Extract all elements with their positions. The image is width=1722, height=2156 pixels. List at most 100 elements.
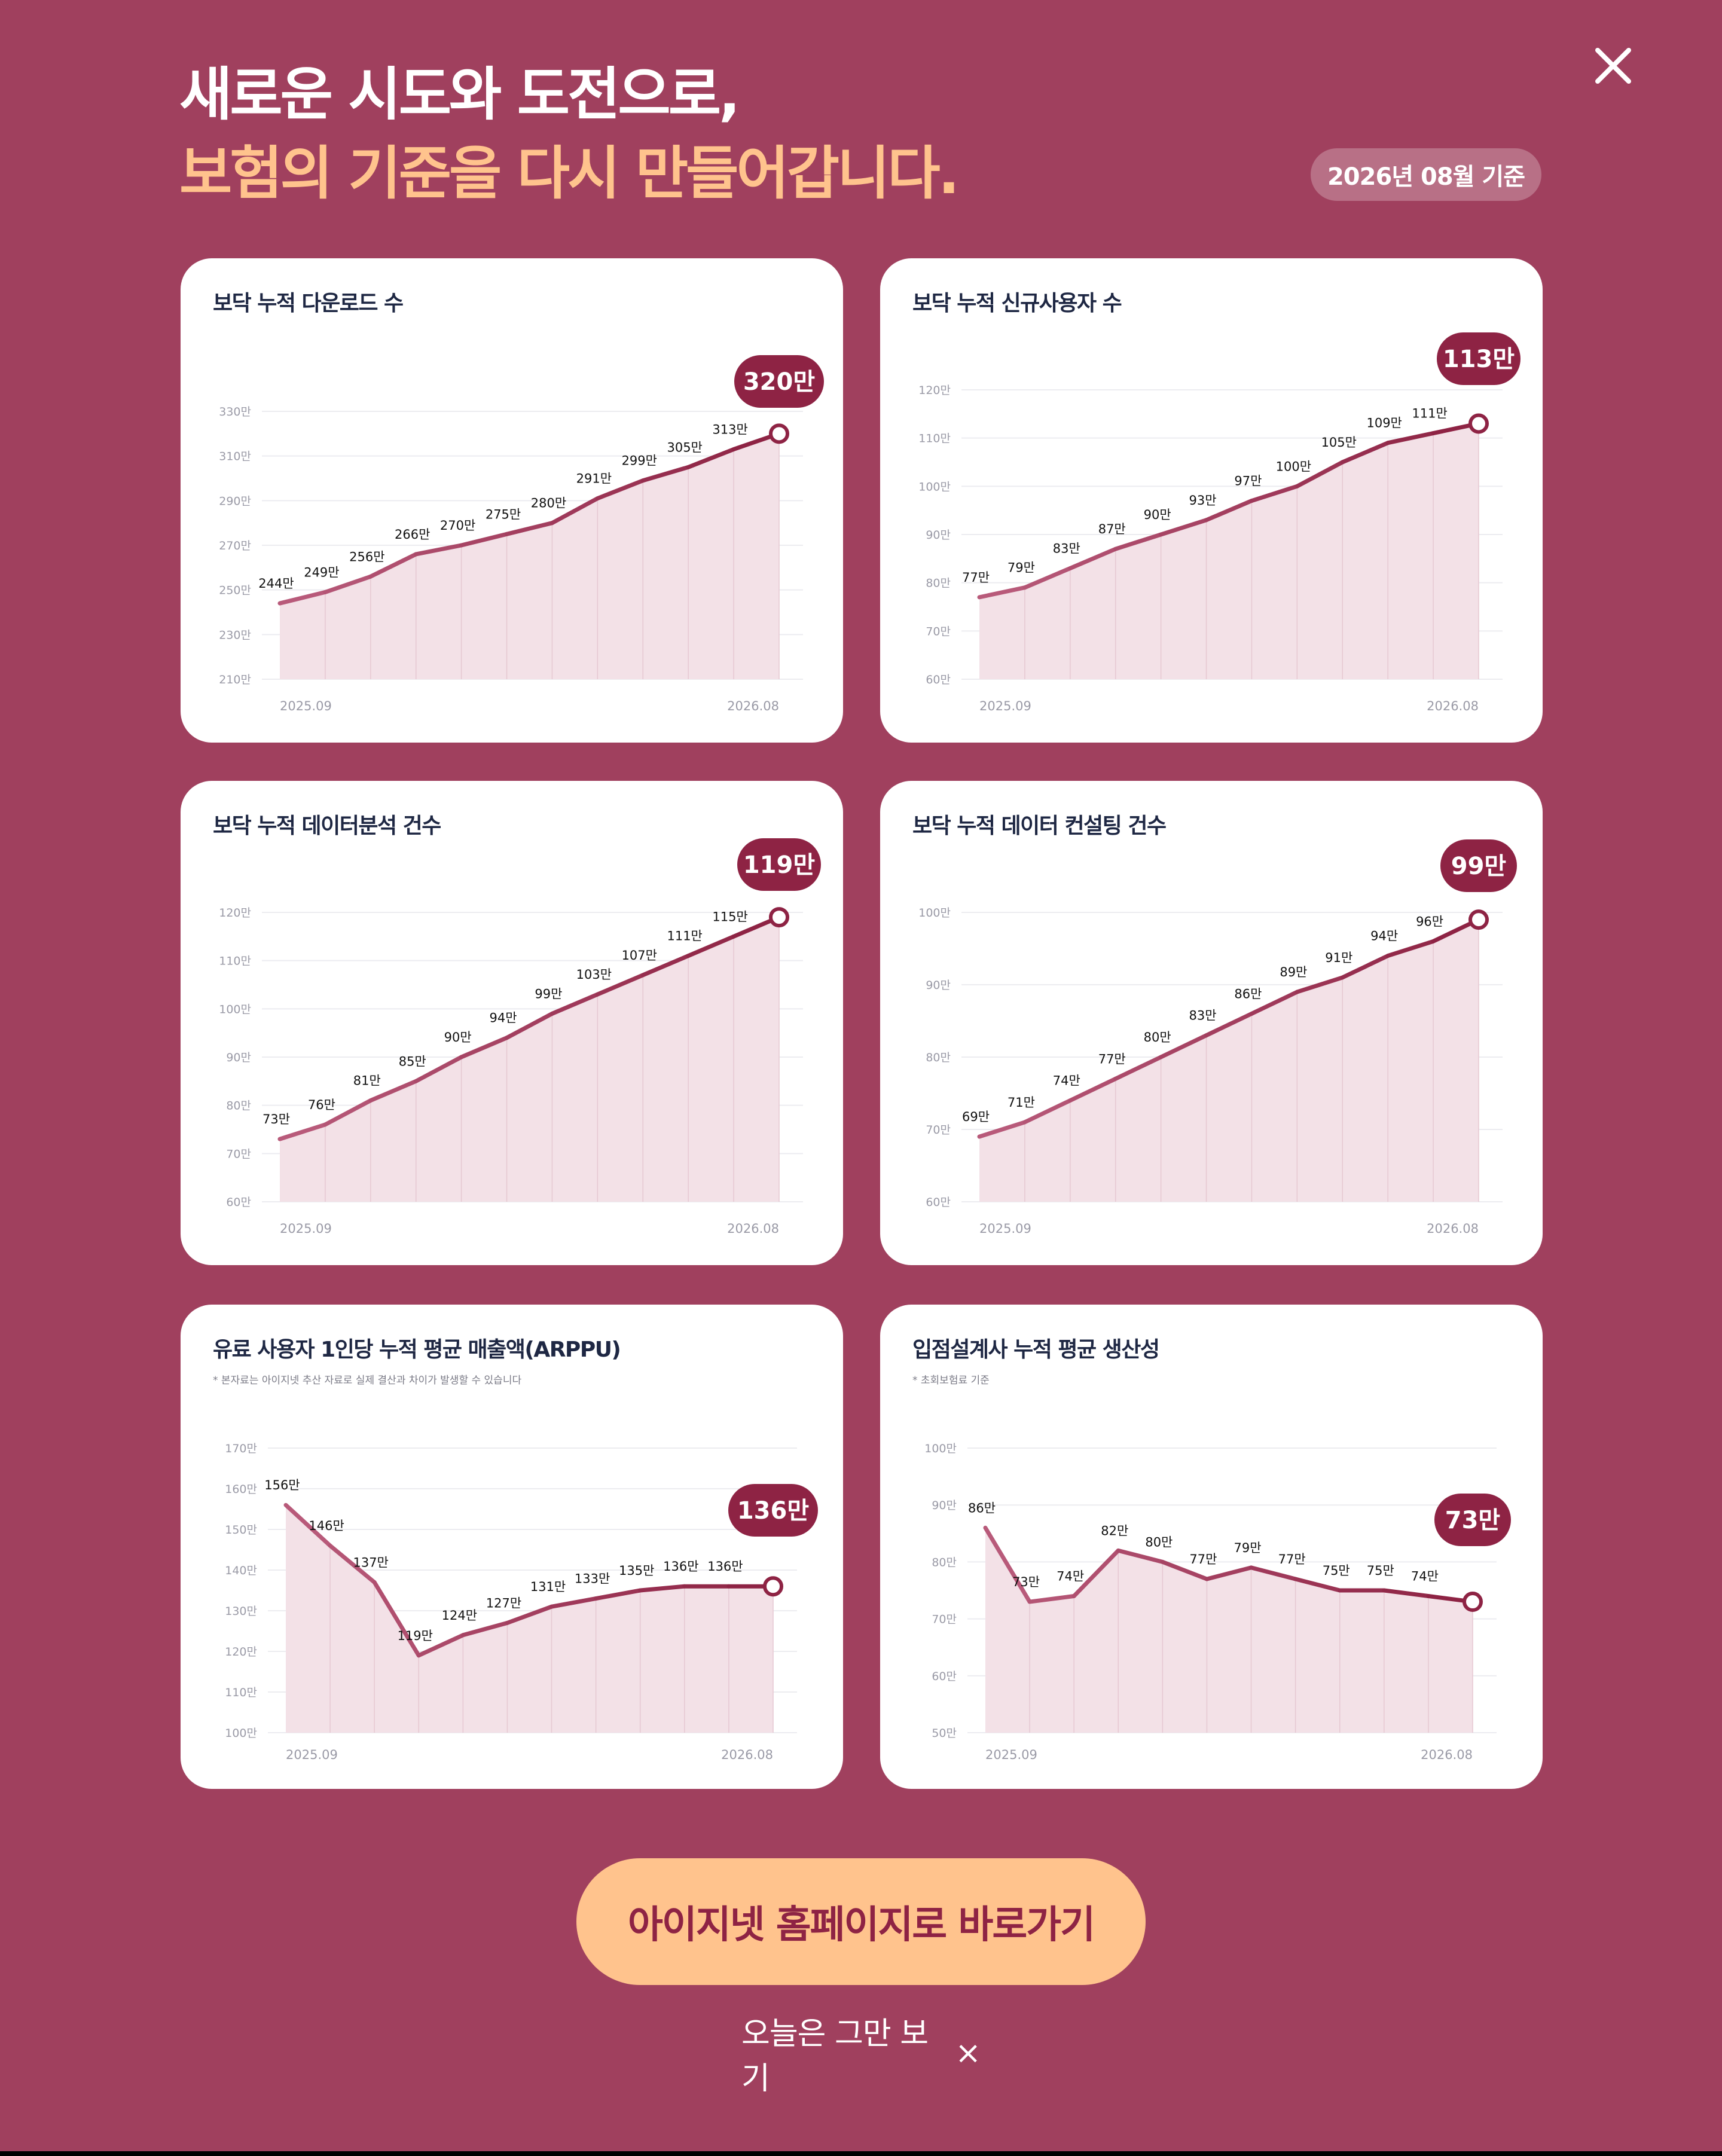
data-label: 136만 (707, 1559, 743, 1574)
data-label: 89만 (1280, 965, 1307, 979)
data-label: 79만 (1007, 561, 1035, 575)
data-label: 111만 (1412, 407, 1447, 421)
card-note: * 초회보험료 기준 (912, 1375, 990, 1387)
data-label: 77만 (1278, 1552, 1306, 1566)
chart-svg: 120만 110만 100만 90만 80만 70만 60만 73만 76만 81만 85만 90만 9… (219, 838, 821, 1236)
value-badge-label: 113만 (1443, 346, 1515, 373)
data-label: 135만 (619, 1563, 654, 1578)
dismiss-today-button[interactable]: 오늘은 그만 보기 × (741, 2016, 981, 2097)
data-label: 133만 (575, 1572, 610, 1586)
data-label: 280만 (531, 496, 566, 511)
series-line-segment (1068, 546, 1118, 570)
chart-card-data-consulting: 100만 90만 80만 70만 60만 69만 71만 74만 77만 80만 83만 86만 89만… (880, 781, 1543, 1265)
y-tick-label: 160만 (225, 1483, 257, 1496)
data-label: 299만 (622, 454, 657, 468)
data-label: 131만 (530, 1580, 566, 1594)
y-tick-label: 120만 (918, 384, 951, 397)
series-line-segment (372, 1580, 421, 1658)
data-label: 83만 (1189, 1009, 1217, 1023)
y-tick-label: 100만 (918, 480, 951, 493)
data-label: 71만 (1007, 1095, 1035, 1110)
data-label: 76만 (308, 1098, 335, 1112)
series-line-segment (1294, 975, 1345, 994)
data-label: 74만 (1057, 1569, 1084, 1584)
series-line-segment (1160, 1559, 1209, 1581)
data-label: 75만 (1323, 1563, 1350, 1578)
series-line-segment (977, 585, 1027, 600)
value-badge-label: 320만 (743, 368, 815, 396)
y-tick-label: 100만 (225, 1727, 257, 1740)
end-point-marker (1463, 1592, 1483, 1613)
x-tick-label: 2025.09 (280, 1221, 332, 1236)
data-label: 313만 (712, 422, 747, 436)
data-label: 90만 (1144, 508, 1171, 522)
data-label: 100만 (1276, 459, 1311, 474)
chart-card-arppu: 170만 160만 150만 140만 130만 120만 110만 100만 156만 146만… (181, 1305, 843, 1789)
series-line-segment (328, 1543, 377, 1584)
series-line-segment (505, 1604, 554, 1625)
y-tick-label: 130만 (225, 1605, 257, 1618)
data-label: 79만 (1234, 1541, 1262, 1555)
data-label: 266만 (395, 527, 430, 542)
data-label: 85만 (399, 1054, 426, 1068)
data-label: 270만 (440, 518, 475, 533)
close-button[interactable] (1584, 37, 1642, 94)
data-label: 77만 (962, 570, 990, 585)
data-label: 86만 (968, 1501, 996, 1515)
x-tick-label: 2026.08 (721, 1748, 773, 1762)
y-tick-label: 270만 (219, 539, 251, 552)
y-tick-label: 110만 (918, 432, 951, 445)
data-label: 94만 (1370, 929, 1398, 943)
y-tick-label: 250만 (219, 584, 251, 597)
series-line-segment (323, 1098, 373, 1127)
headline-line-2: 보험의 기준을 다시 만들어갑니다. (179, 140, 960, 207)
data-label: 93만 (1189, 493, 1217, 508)
series-line-segment (977, 1120, 1027, 1139)
y-tick-label: 120만 (225, 1645, 257, 1659)
series-line-segment (1071, 1548, 1120, 1599)
chart-svg: 100만 90만 80만 70만 60만 69만 71만 74만 77만 80만 83만 86만 89만… (918, 839, 1517, 1236)
value-badge-label: 73만 (1445, 1507, 1501, 1534)
series-line-segment (594, 1588, 643, 1601)
end-point-marker (763, 1576, 783, 1597)
data-label: 82만 (1101, 1523, 1128, 1538)
data-label: 90만 (444, 1030, 472, 1045)
data-label: 73만 (1012, 1575, 1040, 1589)
series-line-segment (1204, 1011, 1254, 1038)
y-tick-label: 210만 (219, 673, 251, 686)
y-tick-label: 310만 (219, 450, 251, 463)
chart-svg: 330만 310만 290만 270만 250만 230만 210만 244만 249만 256만… (219, 355, 824, 713)
series-line-segment (1113, 532, 1164, 551)
homepage-link-button[interactable]: 아이지넷 홈페이지로 바로가기 (576, 1858, 1146, 1985)
data-label: 91만 (1325, 951, 1352, 965)
series-area (979, 920, 1479, 1202)
x-tick-label: 2026.08 (1427, 1221, 1479, 1236)
value-badge-label: 99만 (1451, 853, 1507, 880)
series-line-segment (277, 590, 328, 606)
value-badge (1440, 839, 1517, 892)
value-badge (1434, 1494, 1511, 1546)
series-line-segment (983, 1525, 1032, 1604)
data-label: 86만 (1234, 987, 1262, 1001)
series-line-segment (368, 1079, 419, 1103)
y-tick-label: 120만 (219, 906, 251, 920)
chart-svg: 120만 110만 100만 90만 80만 70만 60만 77만 79만 83만 87만 90만 9… (918, 332, 1521, 713)
chart-card-downloads: 330만 310만 290만 270만 250만 230만 210만 244만 249만 256만… (181, 258, 843, 743)
data-label: 111만 (667, 929, 702, 943)
data-label: 127만 (486, 1596, 521, 1610)
series-line-segment (1113, 1055, 1164, 1081)
series-line-segment (416, 1633, 465, 1658)
card-title: 보닥 누적 다운로드 수 (213, 291, 404, 316)
value-badge-label: 119만 (743, 851, 815, 879)
series-line-segment (1159, 518, 1209, 537)
x-tick-label: 2025.09 (979, 1221, 1031, 1236)
y-tick-label: 60만 (926, 673, 951, 686)
headline-line-1: 새로운 시도와 도전으로, (179, 61, 741, 128)
y-tick-label: 70만 (926, 625, 951, 638)
y-tick-label: 80만 (926, 1051, 951, 1064)
chart-svg: 100만 90만 80만 70만 60만 50만 86만 73만 74만 82만 80만 77만 79만… (924, 1442, 1511, 1762)
date-badge: 2026년 08월 기준 (1311, 148, 1541, 201)
series-line-segment (1204, 499, 1254, 523)
y-tick-label: 70만 (926, 1123, 951, 1137)
x-tick-label: 2025.09 (280, 699, 332, 713)
